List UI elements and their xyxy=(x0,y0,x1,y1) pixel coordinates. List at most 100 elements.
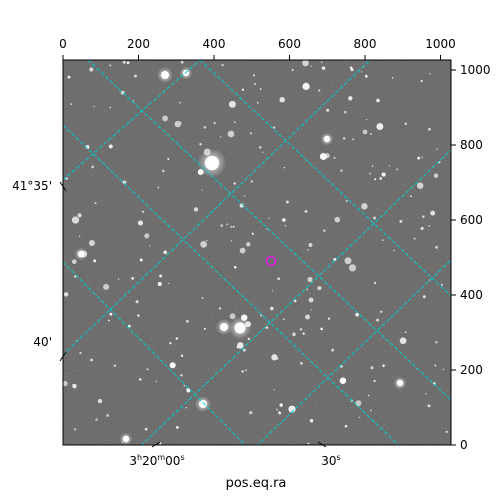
coordinate-grid xyxy=(63,60,451,445)
star xyxy=(162,169,165,173)
star xyxy=(291,68,294,72)
star xyxy=(307,249,309,251)
star xyxy=(285,200,289,204)
star xyxy=(168,282,170,285)
star xyxy=(230,225,233,228)
star xyxy=(429,73,431,75)
star xyxy=(157,186,160,189)
star xyxy=(256,101,259,104)
star xyxy=(230,239,233,242)
star xyxy=(364,74,368,78)
star xyxy=(434,364,437,367)
star xyxy=(159,274,163,278)
star xyxy=(370,409,372,412)
star xyxy=(435,341,438,344)
star xyxy=(430,210,436,216)
star xyxy=(90,358,93,362)
star xyxy=(376,318,380,322)
star xyxy=(278,411,282,415)
grid-line xyxy=(63,124,400,445)
star xyxy=(268,217,270,220)
star xyxy=(133,74,137,78)
star xyxy=(307,442,310,445)
star xyxy=(167,158,170,160)
star xyxy=(63,292,69,297)
star xyxy=(306,288,309,291)
star xyxy=(391,77,394,79)
star xyxy=(272,126,276,129)
star xyxy=(361,203,368,210)
star xyxy=(175,425,179,429)
grid-line xyxy=(63,60,201,181)
star xyxy=(428,127,431,131)
star xyxy=(203,126,207,129)
star xyxy=(236,346,239,349)
star xyxy=(416,182,424,189)
star xyxy=(206,239,208,242)
top-tick-label: 800 xyxy=(354,37,377,51)
star xyxy=(259,88,262,90)
star xyxy=(436,148,439,151)
star xyxy=(360,71,363,73)
right-tick-label: 0 xyxy=(460,438,468,452)
grid-line xyxy=(199,60,451,297)
star xyxy=(221,63,224,67)
star xyxy=(304,209,308,213)
bright-star xyxy=(182,69,190,77)
star xyxy=(108,319,110,322)
star xyxy=(200,240,208,248)
star xyxy=(293,299,297,303)
star xyxy=(442,368,445,371)
star xyxy=(362,129,368,135)
star xyxy=(72,259,77,264)
star xyxy=(273,388,275,391)
star xyxy=(365,119,368,121)
star xyxy=(180,354,184,358)
star xyxy=(65,177,68,180)
star xyxy=(435,246,438,249)
star xyxy=(219,136,222,138)
star xyxy=(352,138,355,141)
star xyxy=(155,380,157,382)
dec-tick-label: 40' xyxy=(33,335,52,349)
star xyxy=(343,110,347,114)
star xyxy=(258,145,262,149)
bright-star xyxy=(323,135,331,143)
star xyxy=(382,364,385,368)
star xyxy=(317,285,322,291)
star xyxy=(307,276,313,283)
star xyxy=(227,130,235,138)
right-tick-label: 600 xyxy=(460,213,483,227)
star xyxy=(318,89,321,92)
star xyxy=(250,180,253,183)
star xyxy=(88,240,95,246)
star xyxy=(97,398,103,404)
star xyxy=(128,324,131,328)
star xyxy=(305,314,310,320)
star xyxy=(72,383,77,389)
star xyxy=(331,348,335,352)
star xyxy=(201,297,204,299)
star xyxy=(142,210,144,213)
star xyxy=(159,442,162,445)
bright-star xyxy=(122,435,130,443)
star xyxy=(349,66,353,70)
star xyxy=(203,327,206,330)
star xyxy=(373,379,376,383)
star xyxy=(277,277,281,281)
star xyxy=(229,313,236,320)
top-tick-label: 0 xyxy=(59,37,67,51)
star xyxy=(308,243,313,247)
stars-layer xyxy=(63,60,448,445)
star xyxy=(175,337,179,340)
star xyxy=(106,414,109,417)
star xyxy=(399,337,407,345)
star xyxy=(310,65,312,67)
star xyxy=(246,242,251,247)
star xyxy=(226,223,229,226)
star xyxy=(234,121,236,123)
star xyxy=(126,61,130,65)
top-tick-label: 200 xyxy=(127,37,150,51)
star xyxy=(344,424,348,428)
